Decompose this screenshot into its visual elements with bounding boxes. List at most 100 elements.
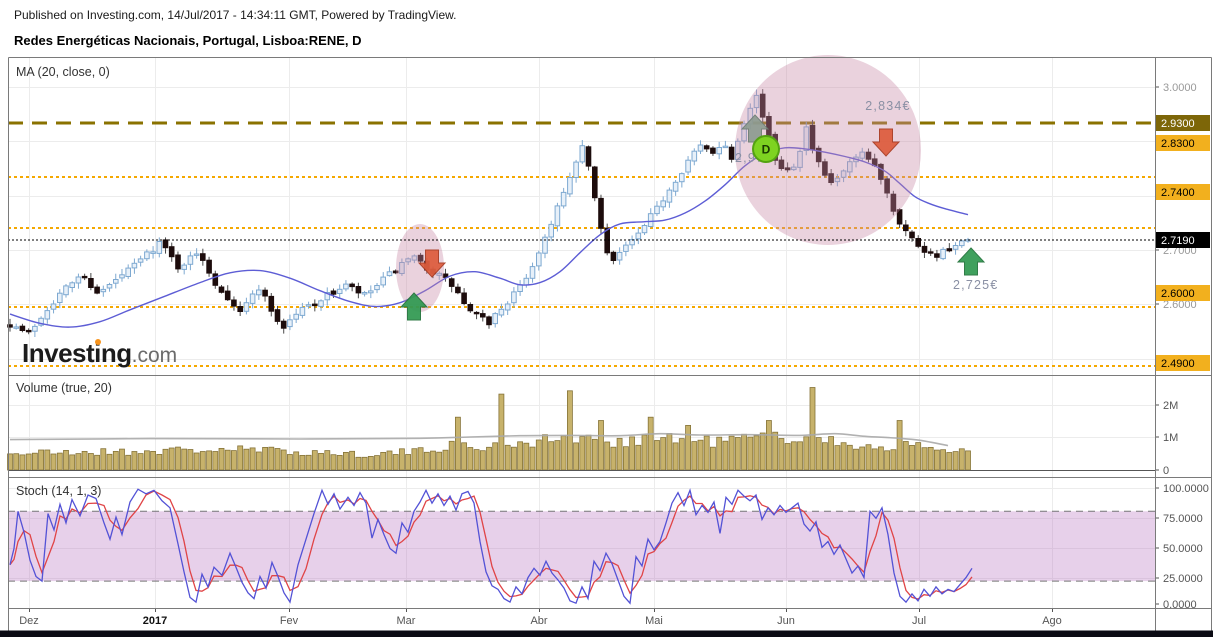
volume-bar: [734, 437, 741, 471]
bottom-bar: [0, 630, 1213, 637]
volume-bar: [722, 440, 729, 471]
volume-bar: [342, 451, 349, 471]
volume-bar: [255, 451, 262, 471]
volume-bar: [510, 446, 517, 471]
volume-bar: [890, 449, 897, 471]
candle-body: [193, 253, 200, 256]
volume-bar: [143, 450, 150, 471]
candle-body: [616, 251, 623, 261]
volume-bar: [579, 436, 586, 471]
candle-body: [890, 193, 897, 212]
candle-body: [728, 146, 735, 160]
instrument-title: Redes Energéticas Nacionais, Portugal, L…: [14, 33, 362, 48]
volume-bar: [175, 446, 181, 471]
candle-body: [697, 144, 704, 152]
candle-body: [467, 304, 474, 312]
buy-signal-arrow: [956, 247, 986, 276]
candle-body: [436, 272, 442, 276]
candle-body: [57, 292, 63, 304]
volume-bar: [448, 440, 455, 471]
candle-body: [834, 177, 841, 183]
candle-body: [237, 306, 243, 312]
stoch-pane[interactable]: [8, 488, 1155, 605]
candle-body: [691, 150, 698, 162]
candle-body: [623, 244, 629, 252]
candle-body: [710, 147, 716, 154]
candle-body: [175, 254, 181, 270]
candle-body: [579, 145, 586, 163]
volume-bar: [311, 450, 318, 471]
volume-bar: [199, 451, 206, 471]
candle-body: [536, 252, 542, 267]
volume-ma-line: [9, 432, 949, 447]
volume-bar: [293, 451, 300, 471]
volume-bar: [336, 454, 343, 471]
candle-body: [959, 240, 965, 247]
price-pane[interactable]: 2,834€2,97€2,725€D: [7, 55, 1155, 367]
volume-bar: [44, 449, 51, 471]
volume-bar: [75, 453, 82, 471]
time-axis-label: Ago: [1042, 615, 1062, 627]
volume-bar: [498, 393, 505, 471]
volume-bar: [423, 451, 430, 471]
volume-bar: [305, 454, 312, 471]
time-axis-label: Abr: [530, 615, 547, 627]
candle-body: [125, 267, 132, 278]
volume-bar: [884, 450, 890, 471]
volume-bar: [697, 439, 704, 471]
stoch-tick-label: 75.0000: [1163, 513, 1203, 525]
candle-body: [212, 273, 219, 286]
volume-bar: [473, 449, 480, 471]
candle-body: [878, 163, 884, 180]
d-marker: [752, 135, 780, 163]
volume-bar: [417, 447, 424, 471]
volume-bar: [112, 450, 119, 471]
volume-bar: [591, 438, 598, 471]
price-badge-label: 2.6000: [1161, 288, 1195, 300]
candle-body: [181, 264, 187, 270]
price-badge-label: 2.9300: [1161, 118, 1195, 130]
candle-body: [952, 245, 959, 250]
volume-pane[interactable]: [7, 387, 1156, 471]
candle-body: [100, 288, 107, 293]
stoch-k-line: [9, 488, 973, 605]
volume-bar: [871, 448, 878, 471]
candle-body: [200, 253, 206, 261]
volume-bar: [268, 446, 275, 471]
candle-body: [461, 292, 467, 304]
volume-bar: [548, 441, 555, 471]
candle-body: [598, 197, 604, 229]
time-axis-label: Mar: [397, 615, 416, 627]
volume-bar: [853, 448, 859, 471]
volume-bar: [168, 447, 175, 471]
volume-bar: [88, 453, 94, 471]
volume-bar: [81, 450, 88, 471]
volume-bar: [678, 438, 685, 471]
volume-bar: [728, 435, 735, 471]
candle-body: [144, 251, 150, 260]
candle-body: [336, 288, 343, 294]
volume-bar: [411, 448, 418, 471]
candle-body: [927, 251, 934, 254]
volume-bar: [790, 441, 797, 471]
candle-body: [44, 310, 51, 320]
volume-bar: [623, 446, 629, 471]
volume-bar: [902, 441, 909, 471]
candle-body: [884, 178, 890, 194]
time-axis-label: Mai: [645, 615, 663, 627]
volume-tick-label: 2M: [1163, 400, 1178, 412]
candle-body: [312, 303, 318, 307]
volume-bar: [629, 436, 635, 471]
volume-bar: [125, 454, 132, 471]
candle-body: [822, 161, 828, 176]
candle-body: [280, 320, 287, 329]
candle-body: [915, 238, 922, 247]
candle-body: [131, 262, 138, 269]
volume-bar: [274, 448, 281, 471]
candle-body: [274, 309, 281, 322]
candle-body: [262, 289, 268, 297]
volume-bar: [492, 442, 499, 471]
candle-body: [287, 319, 293, 328]
candle-body: [330, 290, 337, 295]
